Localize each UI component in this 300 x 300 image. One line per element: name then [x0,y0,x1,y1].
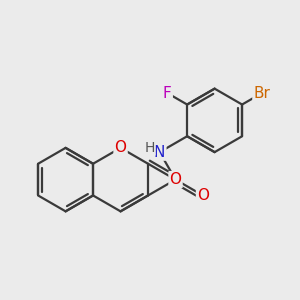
Text: Br: Br [254,85,270,100]
Text: O: O [115,140,127,155]
Text: N: N [154,145,165,160]
Text: O: O [169,172,181,187]
Text: O: O [197,188,209,203]
Text: H: H [144,141,154,155]
Text: F: F [163,85,172,100]
